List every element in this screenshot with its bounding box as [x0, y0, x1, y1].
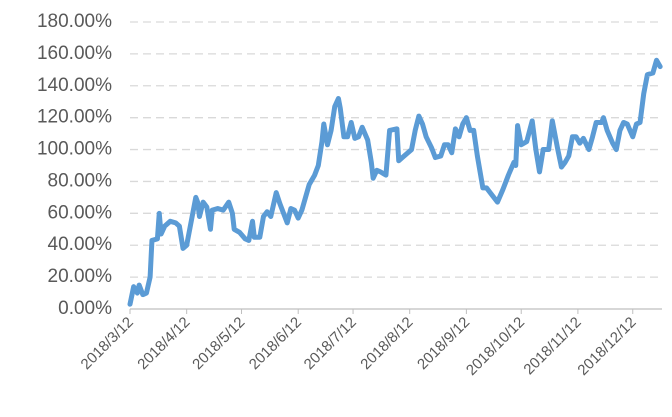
y-tick-label: 120.00% [37, 107, 112, 128]
y-tick-label: 20.00% [48, 266, 113, 287]
x-tick-label: 2018/10/12 [463, 314, 528, 379]
y-tick-label: 160.00% [37, 43, 112, 64]
y-tick-label: 100.00% [37, 139, 112, 160]
x-tick-label: 2018/8/12 [357, 314, 416, 373]
x-tick-label: 2018/4/12 [134, 314, 193, 373]
x-tick-label: 2018/7/12 [301, 314, 360, 373]
x-tick-label: 2018/5/12 [189, 314, 248, 373]
y-tick-label: 40.00% [48, 234, 113, 255]
x-tick-label: 2018/6/12 [246, 314, 305, 373]
x-tick-label: 2018/3/12 [78, 314, 137, 373]
y-tick-label: 60.00% [48, 202, 113, 223]
line-series [127, 57, 663, 307]
y-tick-label: 80.00% [48, 170, 113, 191]
y-tick-label: 180.00% [37, 11, 112, 32]
y-tick-label: 140.00% [37, 75, 112, 96]
y-tick-label: 0.00% [58, 298, 112, 319]
x-tick-label: 2018/12/12 [574, 314, 639, 379]
